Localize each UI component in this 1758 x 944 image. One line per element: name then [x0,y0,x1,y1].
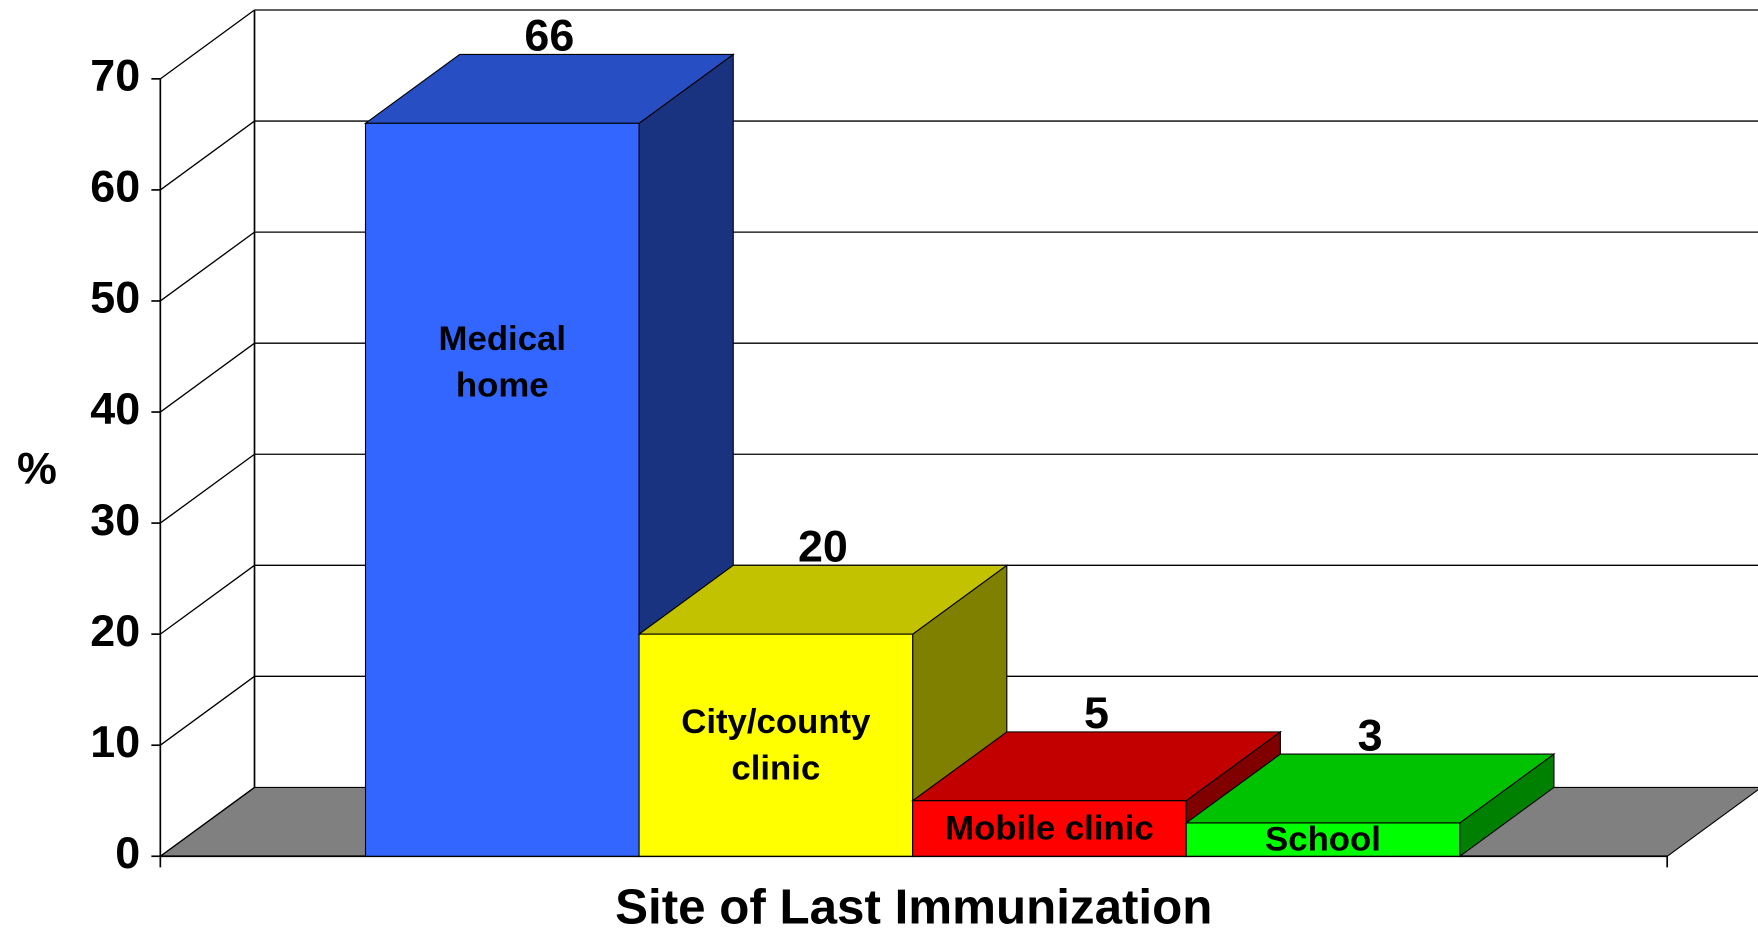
value-label: 66 [524,12,574,61]
y-tick-label: 30 [90,496,140,545]
category-label-box: Mobile clinic [945,808,1154,848]
y-tick-label: 70 [90,52,140,101]
side-grid-line [159,675,255,746]
category-label: School [1265,819,1381,859]
side-grid-line [159,231,255,302]
y-tick-label: 60 [90,163,140,212]
category-label: Medical home [438,318,567,405]
side-grid-line [159,786,255,857]
side-grid-line [159,120,255,191]
bar [1185,822,1461,857]
value-label: 20 [798,523,848,572]
side-grid-line [159,564,255,635]
y-tick-label: 20 [90,607,140,656]
category-label: Mobile clinic [945,808,1154,848]
category-label-box: School [1265,819,1381,859]
side-grid-line [159,342,255,413]
bar [364,122,640,857]
value-label: 3 [1358,711,1383,760]
y-tick-label: 10 [90,718,140,767]
side-grid-line [159,453,255,524]
side-grid-line [159,9,255,80]
y-axis-label: % [17,445,57,494]
value-label: 5 [1084,689,1109,738]
y-tick-label: 0 [115,829,140,878]
bar [638,633,914,857]
category-label: City/county clinic [681,701,871,788]
category-label-box: Medical home [438,318,567,405]
y-tick-label: 40 [90,385,140,434]
category-label-box: City/county clinic [681,701,871,788]
x-axis-label: Site of Last Immunization [615,881,1212,935]
y-tick-label: 50 [90,274,140,323]
